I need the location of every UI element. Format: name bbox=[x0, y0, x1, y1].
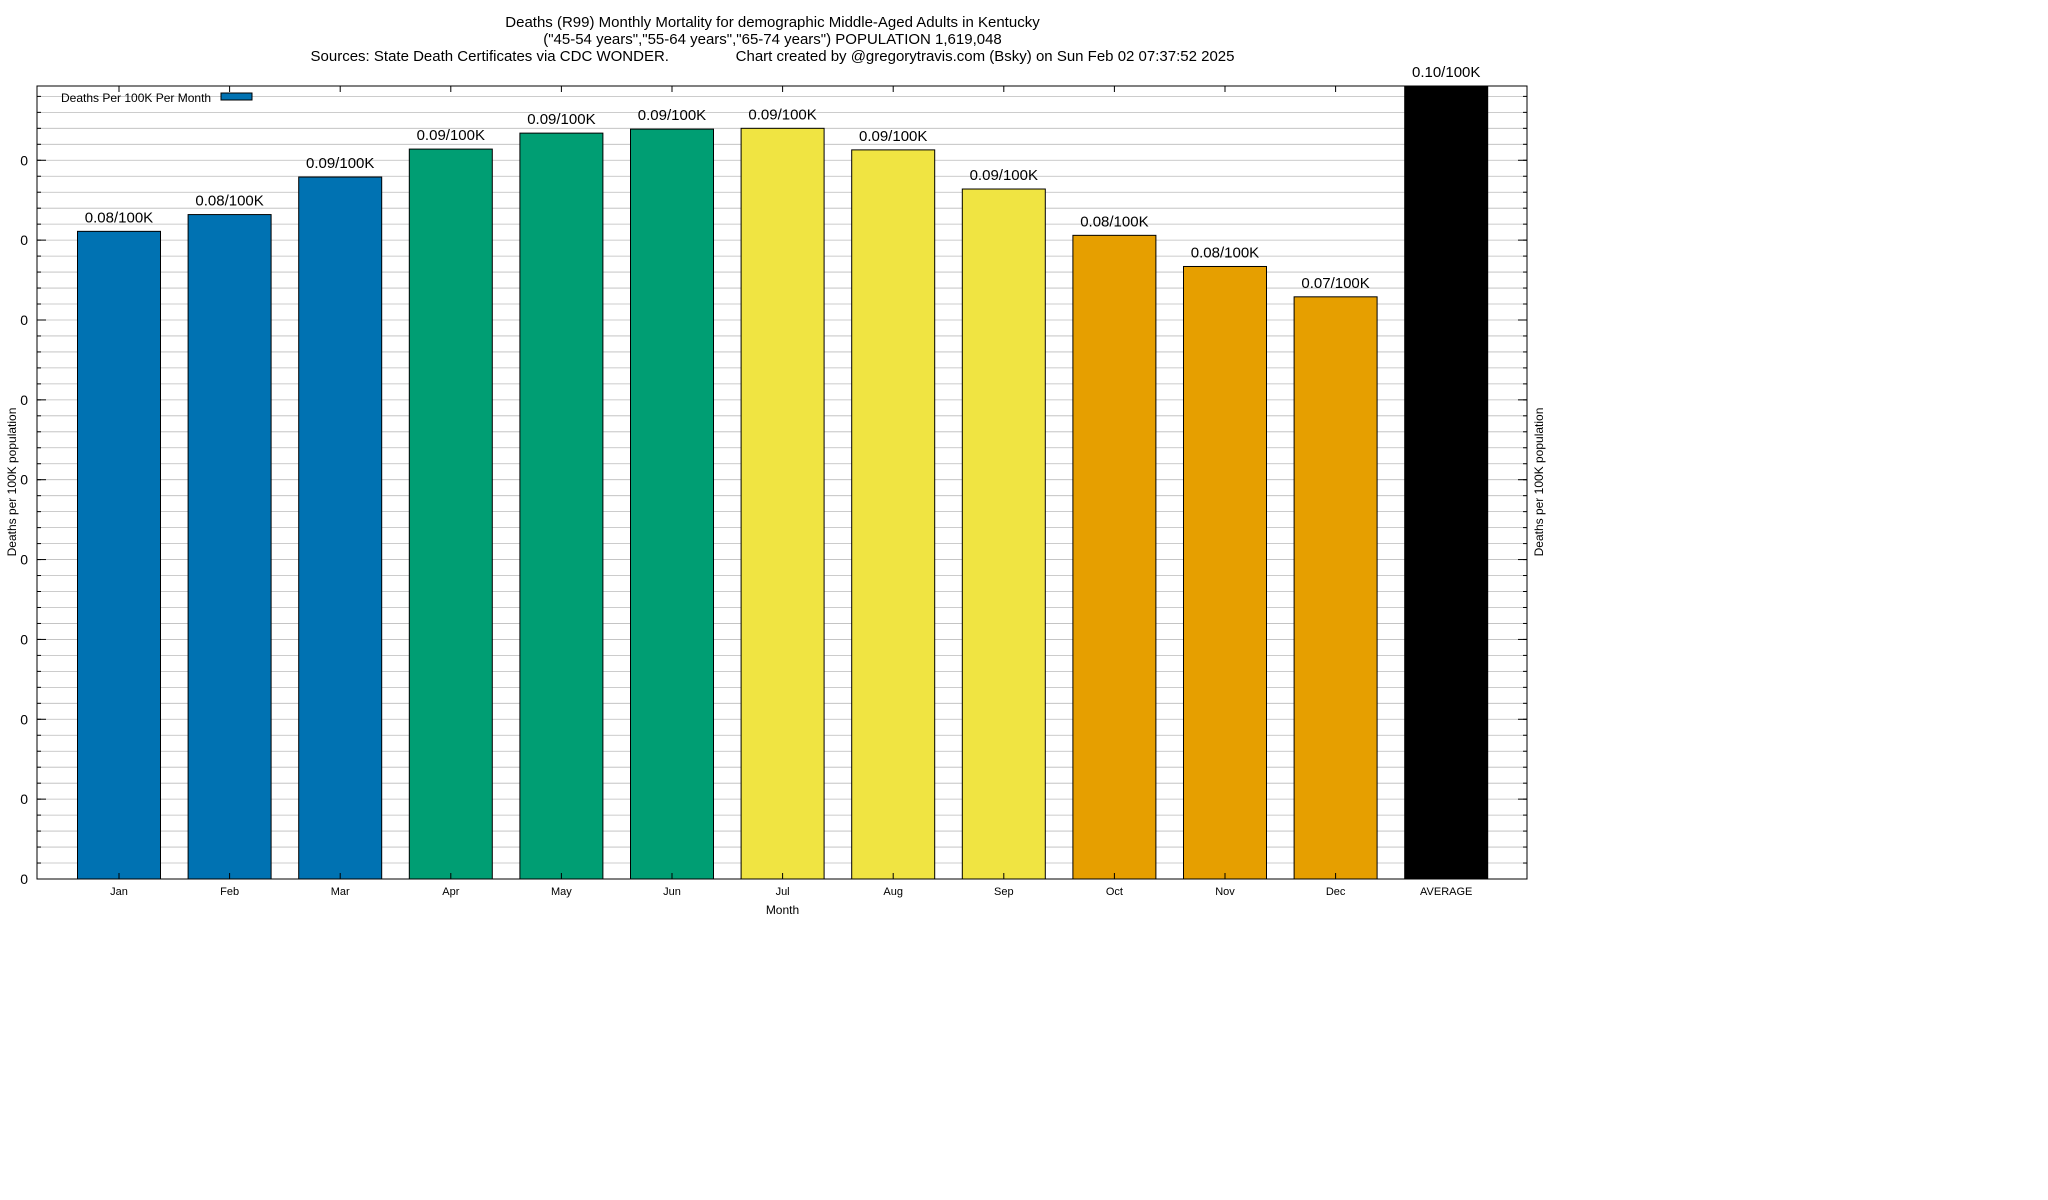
bars-layer bbox=[77, 85, 1489, 880]
bar-value-label: 0.07/100K bbox=[1301, 275, 1369, 292]
bar bbox=[1072, 234, 1157, 880]
x-tick-label: May bbox=[551, 886, 572, 898]
bar bbox=[298, 176, 383, 880]
x-tick-label: Dec bbox=[1326, 886, 1346, 898]
legend-label: Deaths Per 100K Per Month bbox=[61, 91, 211, 105]
bar-value-label: 0.09/100K bbox=[527, 111, 595, 128]
y-tick-label: 0 bbox=[20, 312, 28, 328]
x-tick-label: Feb bbox=[220, 886, 239, 898]
y-tick-label: 0 bbox=[20, 711, 28, 727]
x-tick-label: Jul bbox=[776, 886, 790, 898]
y-tick-label: 0 bbox=[20, 552, 28, 568]
bar-value-label: 0.08/100K bbox=[195, 193, 263, 210]
y-axis-label-left-text: Deaths per 100K population bbox=[5, 407, 19, 557]
x-tick-label: Nov bbox=[1215, 886, 1235, 898]
bar-value-label: 0.10/100K bbox=[1412, 64, 1480, 81]
chart-title: Deaths (R99) Monthly Mortality for demog… bbox=[505, 14, 1040, 31]
x-axis-label: Month bbox=[765, 903, 800, 917]
bar bbox=[851, 149, 936, 880]
x-tick-label: AVERAGE bbox=[1420, 886, 1472, 898]
bar-value-label: 0.09/100K bbox=[417, 127, 485, 144]
bar bbox=[519, 132, 604, 880]
legend: Deaths Per 100K Per Month bbox=[61, 91, 253, 105]
bar bbox=[740, 127, 825, 880]
bar-value-label: 0.08/100K bbox=[1080, 213, 1148, 230]
y-tick-label: 0 bbox=[20, 472, 28, 488]
x-tick-label: Jun bbox=[663, 886, 681, 898]
bar-value-label: 0.09/100K bbox=[859, 128, 927, 145]
x-tick-label: Aug bbox=[883, 886, 903, 898]
bar-value-label: 0.08/100K bbox=[85, 209, 153, 226]
bar-value-label: 0.09/100K bbox=[306, 155, 374, 172]
bar bbox=[77, 230, 161, 880]
legend-swatch bbox=[220, 92, 253, 101]
x-tick-label: Oct bbox=[1106, 886, 1123, 898]
y-tick-label: 0 bbox=[20, 232, 28, 248]
x-tick-label: Mar bbox=[331, 886, 350, 898]
x-tick-label: Apr bbox=[442, 886, 459, 898]
y-tick-label: 0 bbox=[20, 631, 28, 647]
x-tick-label: Jan bbox=[110, 886, 128, 898]
labels-layer: 0.08/100K Jan 0.08/100K Feb 0.09/100K Mar 0.09… bbox=[85, 64, 1481, 898]
bar bbox=[187, 214, 272, 880]
bar bbox=[1293, 296, 1378, 880]
y-tick-label: 0 bbox=[20, 392, 28, 408]
bar-value-label: 0.09/100K bbox=[970, 167, 1038, 184]
bar bbox=[1404, 85, 1489, 880]
bar bbox=[1183, 265, 1267, 880]
y-tick-label: 0 bbox=[20, 152, 28, 168]
bar-value-label: 0.09/100K bbox=[638, 107, 706, 124]
bar bbox=[630, 128, 714, 880]
chart-source-line: Sources: State Death Certificates via CD… bbox=[310, 48, 1235, 65]
chart-subtitle: ("45-54 years","55-64 years","65-74 year… bbox=[543, 31, 1002, 48]
bar bbox=[961, 188, 1046, 880]
x-tick-label: Sep bbox=[994, 886, 1014, 898]
y-tick-label: 0 bbox=[20, 871, 28, 887]
y-axis-label-right-text: Deaths per 100K population bbox=[1532, 407, 1546, 557]
bar-value-label: 0.09/100K bbox=[748, 106, 816, 123]
plot-frame bbox=[36, 85, 1528, 880]
bar bbox=[408, 148, 493, 880]
y-tick-label: 0 bbox=[20, 791, 28, 807]
bar-value-label: 0.08/100K bbox=[1191, 244, 1259, 261]
